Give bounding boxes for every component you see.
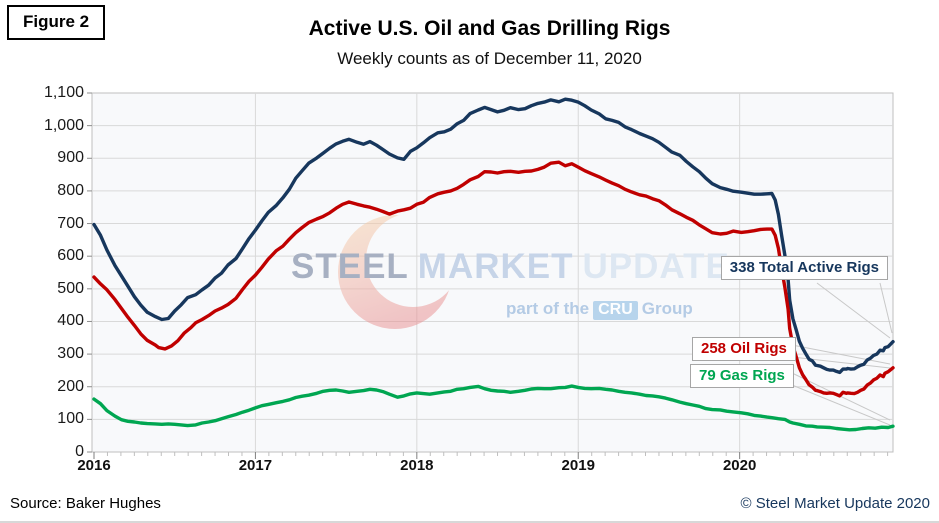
y-tick-label: 1,000 (43, 116, 84, 134)
figure-label-text: Figure 2 (23, 12, 90, 31)
callout-line (791, 384, 891, 426)
y-tick-label: 200 (57, 377, 84, 395)
y-tick-label: 800 (57, 181, 84, 199)
y-tick-label: 900 (57, 149, 84, 167)
bottom-divider (0, 521, 939, 523)
y-tick-label: 300 (57, 345, 84, 363)
x-tick-label: 2018 (400, 457, 434, 474)
x-tick-label: 2016 (77, 457, 111, 474)
figure-label: Figure 2 (7, 5, 106, 40)
y-tick-label: 500 (57, 279, 84, 297)
y-tick-label: 1,100 (43, 84, 84, 101)
y-tick-label: 700 (57, 214, 84, 232)
source-note: Source: Baker Hughes (10, 495, 161, 512)
x-tick-label: 2017 (238, 457, 273, 474)
callout-line (816, 282, 891, 339)
y-tick-label: 600 (57, 247, 84, 265)
annotation-total-rigs: 338 Total Active Rigs (720, 256, 888, 280)
x-tick-label: 2020 (722, 457, 757, 474)
copyright-note: © Steel Market Update 2020 (740, 495, 931, 512)
y-tick-label: 0 (75, 443, 84, 460)
callout-line (879, 282, 893, 334)
annotation-gas-rigs: 79 Gas Rigs (690, 364, 794, 388)
annotation-oil-rigs: 258 Oil Rigs (692, 337, 796, 361)
chart-subtitle: Weekly counts as of December 11, 2020 (337, 49, 642, 68)
callout-line (791, 356, 891, 369)
callout-line (791, 344, 891, 365)
x-tick-label: 2019 (561, 457, 595, 474)
y-tick-label: 100 (57, 410, 84, 428)
y-tick-label: 400 (57, 312, 84, 330)
chart-title: Active U.S. Oil and Gas Drilling Rigs (308, 17, 671, 40)
